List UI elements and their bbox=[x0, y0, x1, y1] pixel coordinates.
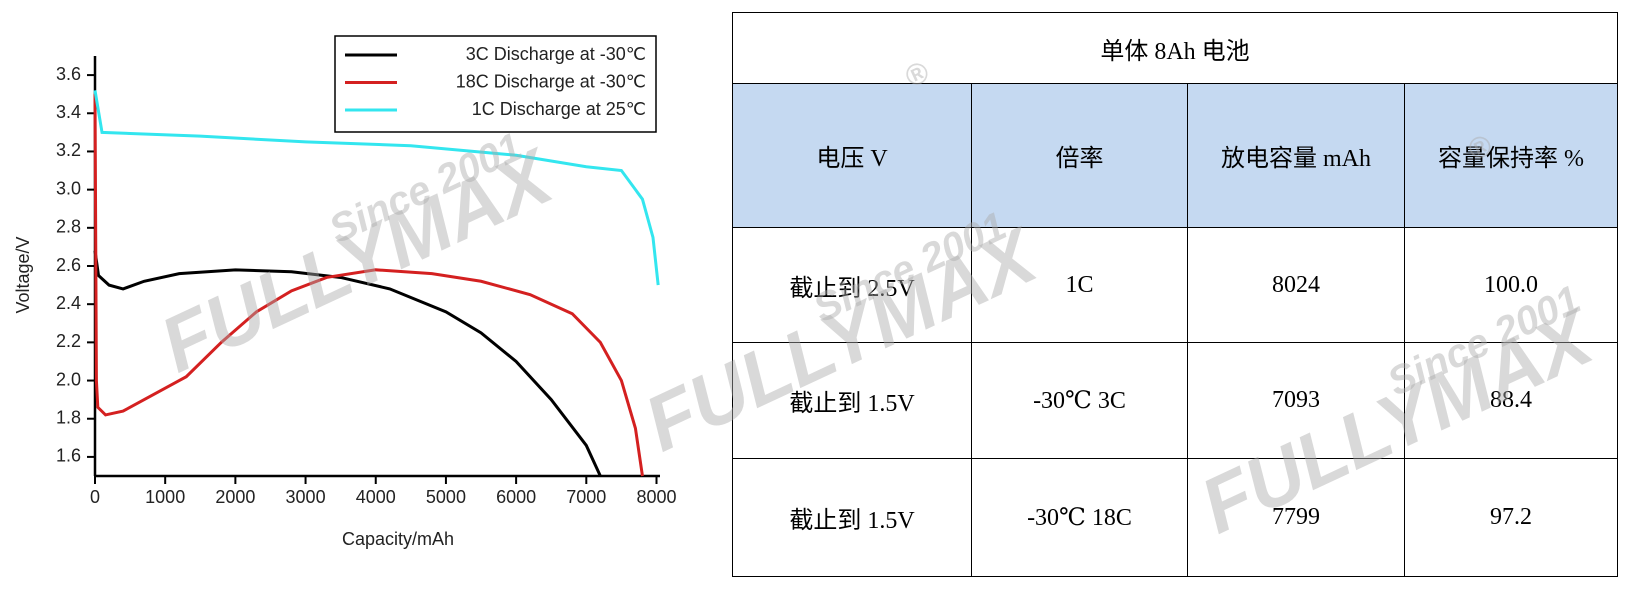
header-cell: 倍率 bbox=[971, 83, 1188, 228]
header-cell: 放电容量 mAh bbox=[1187, 83, 1405, 228]
x-tick-label: 5000 bbox=[426, 487, 466, 507]
series-line bbox=[93, 250, 602, 477]
cell: 8024 bbox=[1187, 227, 1405, 343]
cell: 7799 bbox=[1187, 458, 1405, 577]
x-tick-label: 6000 bbox=[496, 487, 536, 507]
x-tick-label: 2000 bbox=[215, 487, 255, 507]
legend-label: 1C Discharge at 25℃ bbox=[472, 99, 646, 119]
x-tick-label: 4000 bbox=[356, 487, 396, 507]
y-tick-label: 3.4 bbox=[56, 102, 81, 122]
header-cell: 容量保持率 % bbox=[1404, 83, 1618, 228]
header-cell: 电压 V bbox=[732, 83, 972, 228]
cell: 截止到 1.5V bbox=[732, 342, 972, 459]
y-axis-label: Voltage/V bbox=[13, 236, 33, 313]
legend-label: 18C Discharge at -30℃ bbox=[456, 71, 646, 91]
y-tick-label: 1.8 bbox=[56, 407, 81, 427]
x-tick-label: 3000 bbox=[286, 487, 326, 507]
x-tick-label: 8000 bbox=[636, 487, 676, 507]
cell: 97.2 bbox=[1404, 458, 1618, 577]
cell: -30℃ 3C bbox=[971, 342, 1188, 459]
y-tick-label: 2.8 bbox=[56, 217, 81, 237]
cell: 截止到 1.5V bbox=[732, 458, 972, 577]
y-tick-label: 1.6 bbox=[56, 446, 81, 466]
legend-label: 3C Discharge at -30℃ bbox=[466, 44, 646, 64]
cell: 截止到 2.5V bbox=[732, 227, 972, 343]
y-tick-label: 2.4 bbox=[56, 293, 81, 313]
table: 单体 8Ah 电池 电压 V 倍率 放电容量 mAh 容量保持率 % 截止到 2… bbox=[732, 12, 1618, 577]
x-tick-label: 7000 bbox=[566, 487, 606, 507]
x-tick-label: 1000 bbox=[145, 487, 185, 507]
cell: 100.0 bbox=[1404, 227, 1618, 343]
y-tick-label: 3.0 bbox=[56, 178, 81, 198]
y-tick-label: 3.6 bbox=[56, 64, 81, 84]
chart: Capacity/mAh Voltage/V 1.6 1.8 2.0 2.2 2.4 2.… bbox=[13, 35, 677, 549]
series-line bbox=[93, 94, 644, 477]
cell: 1C bbox=[971, 227, 1188, 343]
y-tick-label: 2.2 bbox=[56, 331, 81, 351]
cell: 88.4 bbox=[1404, 342, 1618, 459]
x-tick-label: 0 bbox=[90, 487, 100, 507]
cell: -30℃ 18C bbox=[971, 458, 1188, 577]
table-title: 单体 8Ah 电池 bbox=[732, 12, 1618, 84]
y-tick-label: 2.0 bbox=[56, 369, 81, 389]
x-axis-label: Capacity/mAh bbox=[342, 529, 454, 549]
y-tick-label: 3.2 bbox=[56, 140, 81, 160]
y-tick-label: 2.6 bbox=[56, 255, 81, 275]
cell: 7093 bbox=[1187, 342, 1405, 459]
series-line bbox=[93, 90, 660, 286]
